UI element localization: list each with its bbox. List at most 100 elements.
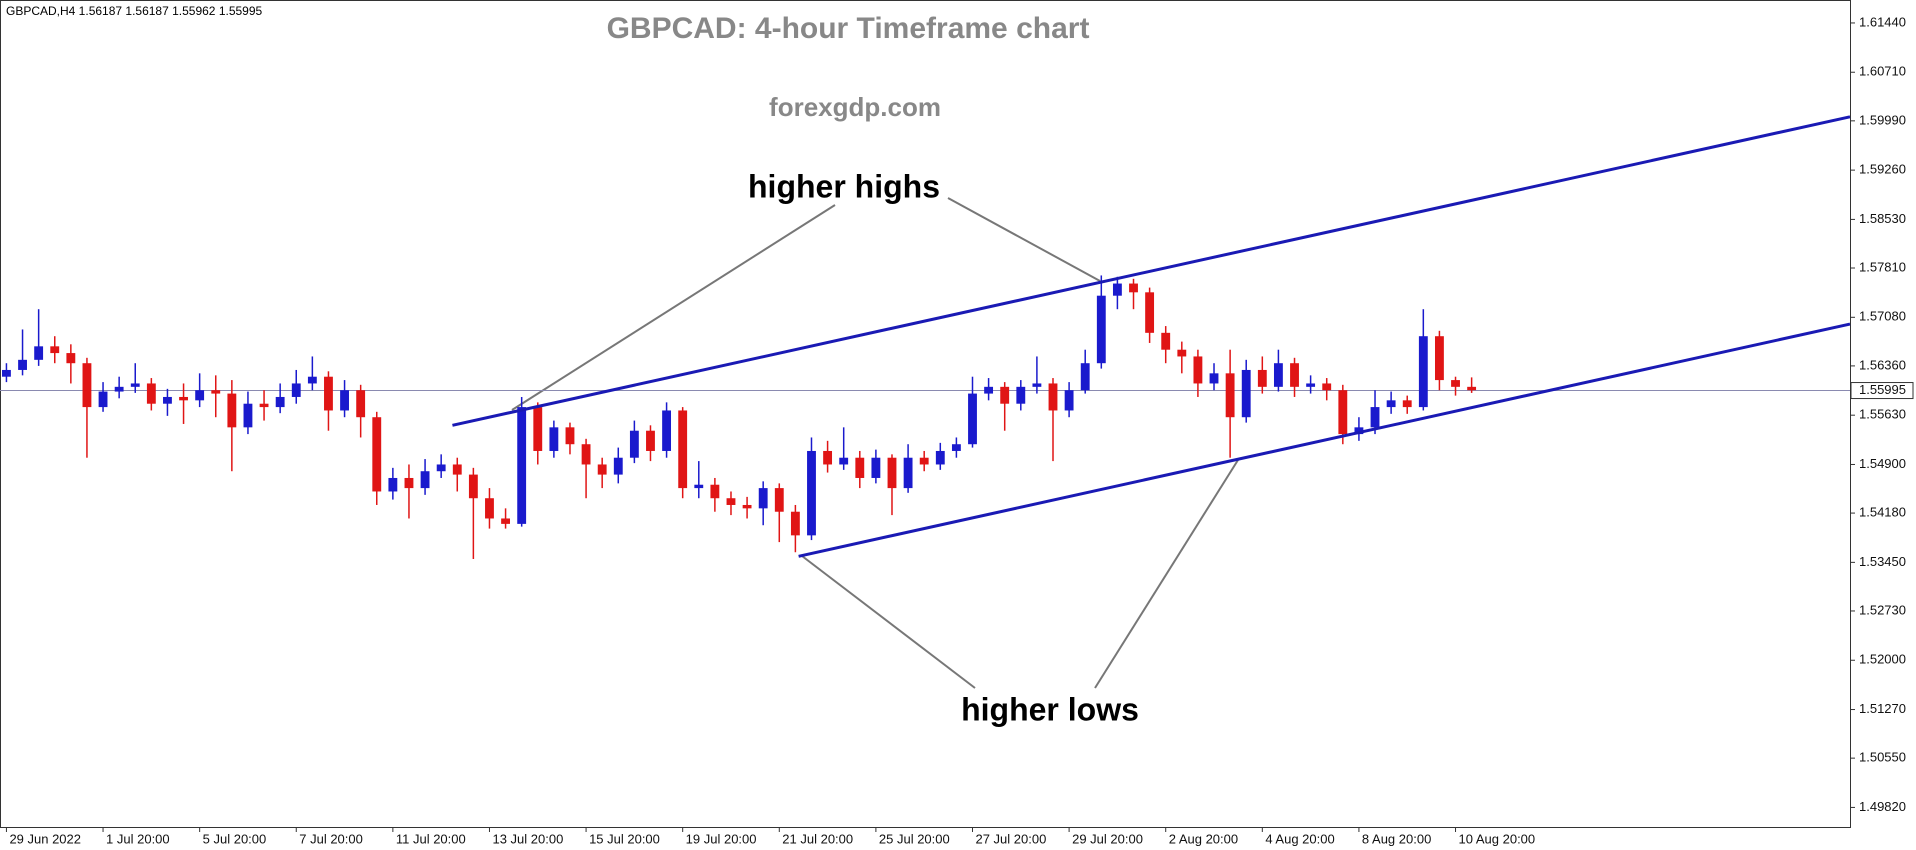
candle-body — [452, 464, 462, 475]
candle-body — [1080, 363, 1090, 391]
x-tick-label: 27 Jul 20:00 — [975, 831, 1046, 846]
trendline — [798, 322, 1851, 558]
chart-subtitle: forexgdp.com — [769, 92, 941, 122]
candle-body — [1241, 369, 1251, 418]
candle-body — [163, 396, 172, 404]
candle-body — [340, 390, 349, 411]
candle-body — [1161, 332, 1171, 350]
candle-body — [420, 471, 430, 489]
y-tick-label: 1.61440 — [1859, 14, 1906, 29]
candle-body — [1370, 407, 1380, 428]
y-tick-label: 1.59260 — [1859, 162, 1906, 177]
candle-body — [1225, 373, 1235, 418]
candle-body — [807, 450, 816, 536]
candle-body — [227, 393, 237, 428]
y-tick-label: 1.58530 — [1859, 211, 1906, 226]
candle-body — [597, 464, 607, 475]
candle-body — [1145, 292, 1155, 333]
candle-body — [1402, 400, 1412, 408]
candle-body — [1129, 283, 1138, 293]
candle-body — [1386, 400, 1396, 408]
candle-body — [774, 488, 784, 512]
y-tick-label: 1.54180 — [1859, 505, 1906, 520]
candle-body — [646, 430, 655, 451]
candle-body — [613, 457, 623, 475]
candle-body — [1338, 390, 1348, 435]
candle-body — [549, 427, 559, 451]
x-tick-label: 29 Jul 20:00 — [1072, 831, 1143, 846]
candle-body — [581, 444, 591, 465]
candle-body — [18, 359, 27, 370]
candle-body — [1322, 383, 1332, 391]
candle-body — [855, 457, 865, 478]
candle-body — [935, 450, 945, 465]
x-tick-label: 11 Jul 20:00 — [396, 831, 466, 846]
chart-header: GBPCAD,H4 1.56187 1.56187 1.55962 1.5599… — [6, 4, 263, 18]
candle-body — [130, 383, 140, 387]
trendline — [452, 115, 1851, 427]
candle-body — [871, 457, 881, 478]
candle-body — [951, 444, 961, 451]
candle-body — [1112, 283, 1122, 296]
annotation: higher highs — [748, 168, 940, 204]
y-tick-label: 1.57810 — [1859, 259, 1906, 274]
y-tick-label: 1.52000 — [1859, 652, 1906, 667]
candle-body — [839, 457, 849, 465]
x-tick-label: 5 Jul 20:00 — [203, 831, 267, 846]
candle-body — [1000, 386, 1010, 404]
x-tick-label: 29 Jun 2022 — [9, 831, 81, 846]
candle-body — [629, 430, 639, 458]
candle-body — [790, 511, 800, 536]
annotation: higher lows — [961, 691, 1139, 727]
candle-body — [501, 518, 510, 524]
candle-body — [517, 407, 527, 524]
candle-body — [1354, 427, 1364, 435]
y-tick-label: 1.55630 — [1859, 407, 1906, 422]
candle-body — [98, 391, 108, 408]
chart-title: GBPCAD: 4-hour Timeframe chart — [607, 12, 1090, 45]
candle-body — [968, 393, 977, 445]
candle-body — [1096, 295, 1106, 364]
y-tick-label: 1.50550 — [1859, 750, 1906, 765]
y-tick-label: 1.59990 — [1859, 112, 1906, 127]
candle-body — [887, 457, 897, 489]
x-tick-label: 8 Aug 20:00 — [1362, 831, 1431, 846]
y-tick-label: 1.53450 — [1859, 554, 1906, 569]
candle-body — [758, 488, 768, 509]
candle-body — [195, 390, 205, 401]
candle-body — [1064, 390, 1074, 411]
candle-body — [662, 410, 672, 451]
candle-body — [307, 376, 317, 384]
y-tick-label: 1.57080 — [1859, 309, 1906, 324]
candle-body — [66, 353, 76, 364]
x-tick-label: 13 Jul 20:00 — [492, 831, 563, 846]
candle-body — [1048, 383, 1058, 411]
candle-body — [1016, 386, 1026, 404]
candle-body — [468, 474, 478, 499]
candle-body — [678, 410, 688, 489]
candle-body — [356, 390, 366, 418]
annotation-pointer — [1094, 459, 1239, 689]
x-tick-label: 25 Jul 20:00 — [879, 831, 950, 846]
candle-body — [565, 427, 575, 445]
candle-body — [372, 417, 382, 492]
candle-body — [1257, 369, 1267, 387]
candle-body — [710, 484, 720, 499]
candle-body — [1273, 363, 1283, 387]
x-tick-label: 10 Aug 20:00 — [1459, 831, 1536, 846]
x-tick-label: 21 Jul 20:00 — [782, 831, 853, 846]
candle-body — [34, 346, 44, 360]
candle-body — [1290, 363, 1299, 387]
candle-body — [485, 498, 494, 519]
y-tick-label: 1.52730 — [1859, 602, 1906, 617]
candle-body — [1434, 336, 1444, 381]
y-tick-label: 1.54900 — [1859, 456, 1906, 471]
last-price-box — [1850, 382, 1914, 400]
candle-body — [533, 407, 543, 451]
plot-frame — [0, 0, 1851, 828]
candle-body — [1306, 383, 1316, 387]
candle-body — [291, 383, 301, 397]
candle-body — [146, 383, 156, 404]
candle-body — [1467, 386, 1477, 391]
